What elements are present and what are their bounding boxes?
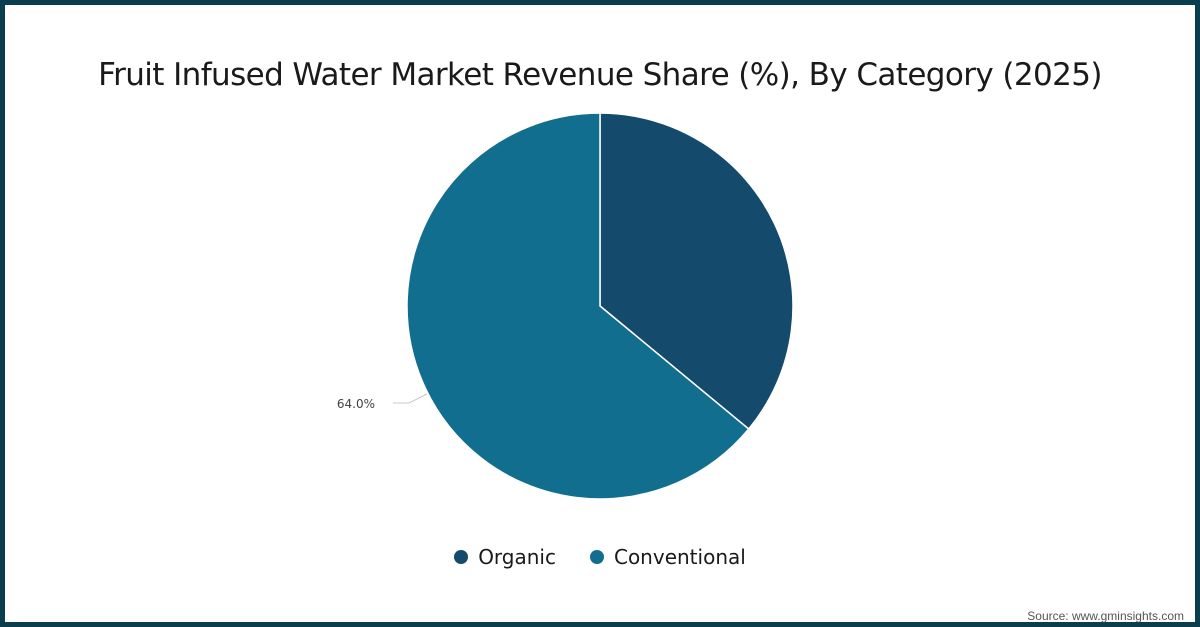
chart-title: Fruit Infused Water Market Revenue Share… xyxy=(98,57,1102,93)
pie-slices xyxy=(406,112,794,500)
legend-label-organic: Organic xyxy=(478,545,556,569)
legend-label-conventional: Conventional xyxy=(613,545,746,569)
leader-line xyxy=(393,393,428,404)
organic-dot-icon xyxy=(454,550,469,564)
pie-chart: 64.0% xyxy=(337,112,794,500)
pie-slice-organic[interactable] xyxy=(599,112,794,431)
conventional-dot-icon xyxy=(589,550,604,564)
pie-slice-conventional[interactable] xyxy=(406,112,750,500)
legend: Organic Conventional xyxy=(5,545,1195,569)
legend-item-organic[interactable]: Organic xyxy=(454,545,556,569)
legend-item-conventional[interactable]: Conventional xyxy=(589,545,746,569)
source-note: Source: www.gminsights.com xyxy=(1027,609,1184,623)
data-label-conventional: 64.0% xyxy=(337,397,375,411)
